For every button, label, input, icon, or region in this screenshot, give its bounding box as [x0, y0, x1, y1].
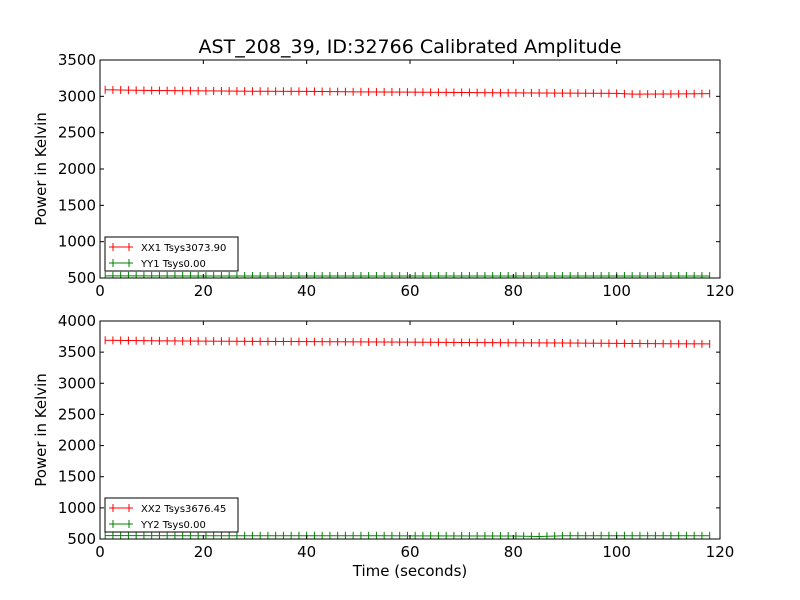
y-tick-label: 3000 — [58, 374, 96, 392]
legend-entry: YY2 Tsys0.00 — [109, 520, 206, 531]
legend-label: YY2 Tsys0.00 — [140, 520, 206, 531]
series-xx — [104, 336, 711, 348]
series-xx — [104, 85, 711, 99]
x-tick-label: 80 — [504, 543, 523, 561]
top-panel: 0 20 40 60 80 100 120 500 1000 1500 2000 2500 3000 35… — [32, 51, 734, 300]
bottom-panel: 0 20 40 60 80 100 120 500 1000 1500 2000 2500 3000 35… — [32, 312, 734, 561]
legend-box — [104, 497, 239, 533]
y-tick-label: 1500 — [58, 196, 96, 214]
chart-title: AST_208_39, ID:32766 Calibrated Amplitud… — [199, 36, 622, 58]
y-tick-label: 2000 — [58, 437, 96, 455]
legend-label: XX1 Tsys3073.90 — [141, 243, 226, 254]
x-tick-label: 120 — [706, 282, 735, 300]
x-axis-label: Time (seconds) — [352, 562, 468, 580]
plot-area — [104, 336, 711, 539]
x-tick-label: 120 — [706, 543, 735, 561]
series-line — [105, 89, 710, 95]
x-tick-label: 20 — [194, 282, 213, 300]
y-tick-label: 3000 — [58, 87, 96, 105]
x-tick-label: 0 — [95, 543, 105, 561]
y-tick-label: 2000 — [58, 160, 96, 178]
y-tick-label: 2500 — [58, 405, 96, 423]
y-axis-label: Power in Kelvin — [32, 112, 50, 226]
x-tick-label: 80 — [504, 282, 523, 300]
x-tick-label: 40 — [297, 282, 316, 300]
legend-entry: YY1 Tsys0.00 — [109, 259, 206, 270]
y-tick-label: 1000 — [58, 499, 96, 517]
y-tick-label: 2500 — [58, 124, 96, 142]
y-tick-label: 500 — [67, 530, 96, 548]
y-tick-label: 1000 — [58, 233, 96, 251]
legend-label: XX2 Tsys3676.45 — [141, 504, 226, 515]
y-tick-label: 500 — [67, 269, 96, 287]
legend-label: YY1 Tsys0.00 — [140, 259, 206, 270]
legend-entry: XX2 Tsys3676.45 — [109, 504, 226, 515]
y-axis-label: Power in Kelvin — [32, 373, 50, 487]
x-tick-label: 100 — [602, 543, 631, 561]
x-tick-label: 20 — [194, 543, 213, 561]
x-tick-label: 0 — [95, 282, 105, 300]
legend: XX2 Tsys3676.45 YY2 Tsys0.00 — [104, 497, 239, 533]
y-tick-label: 4000 — [58, 312, 96, 330]
legend-box — [104, 236, 239, 272]
y-tick-label: 3500 — [58, 51, 96, 69]
legend-entry: XX1 Tsys3073.90 — [109, 243, 226, 254]
legend: XX1 Tsys3073.90 YY1 Tsys0.00 — [104, 236, 239, 272]
x-tick-label: 100 — [602, 282, 631, 300]
x-tick-label: 40 — [297, 543, 316, 561]
x-tick-label: 60 — [400, 543, 419, 561]
x-tick-label: 60 — [400, 282, 419, 300]
y-tick-label: 1500 — [58, 468, 96, 486]
y-tick-label: 3500 — [58, 343, 96, 361]
